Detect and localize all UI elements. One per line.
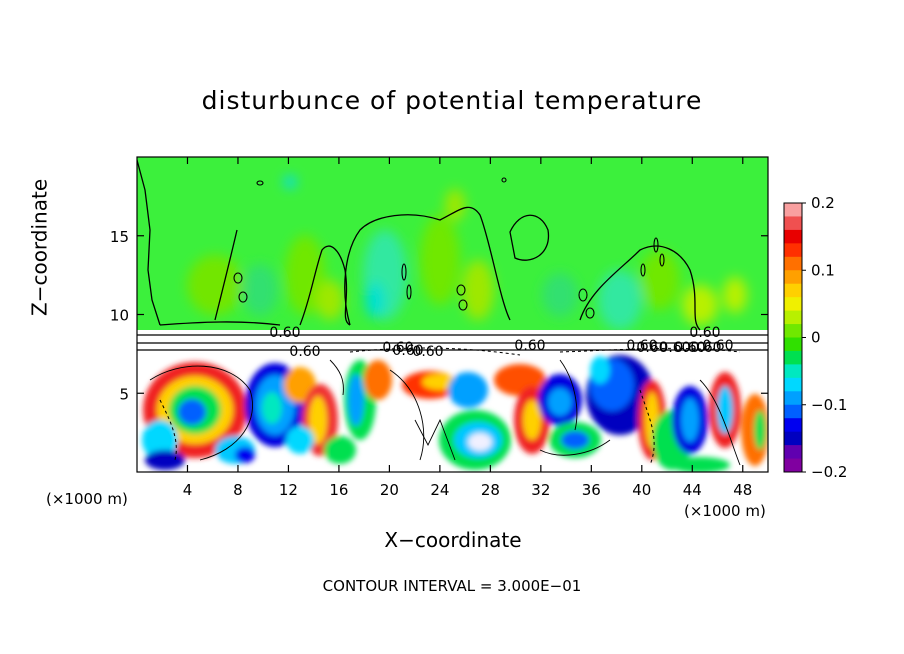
x-axis-ticks: 4 8 12 16 20 24 28 32 36 40 44 48 xyxy=(183,157,752,499)
y-axis-ticks: 5 10 15 xyxy=(110,228,768,403)
colorbar-tick-label: 0.2 xyxy=(811,194,835,212)
y-tick-label: 5 xyxy=(119,385,129,403)
colorbar-swatch xyxy=(784,216,802,231)
x-tick-label: 8 xyxy=(233,481,243,499)
contour-label: 0.60 xyxy=(659,340,690,356)
colorbar-swatch xyxy=(784,324,802,338)
x-tick-label: 40 xyxy=(632,481,651,499)
lower-turbulence xyxy=(142,355,768,472)
colorbar-swatch xyxy=(784,270,802,285)
x-tick-label: 4 xyxy=(183,481,193,499)
upper-variations xyxy=(187,176,747,330)
colorbar: 0.2 0.1 0 −0.1 −0.2 xyxy=(783,194,847,481)
x-tick-label: 12 xyxy=(279,481,298,499)
x-tick-label: 16 xyxy=(329,481,348,499)
y-tick-label: 15 xyxy=(110,228,129,246)
x-tick-label: 44 xyxy=(683,481,702,499)
colorbar-swatch xyxy=(784,203,802,217)
contour-lines xyxy=(137,159,768,351)
colorbar-swatch xyxy=(784,229,802,244)
contour-label: 0.60 xyxy=(392,343,423,359)
x-tick-label: 36 xyxy=(582,481,601,499)
colorbar-swatch xyxy=(784,391,802,406)
x-tick-label: 28 xyxy=(481,481,500,499)
x-axis-label: X−coordinate xyxy=(0,528,904,552)
heatmap-field xyxy=(137,157,768,472)
colorbar-tick-label: −0.2 xyxy=(811,463,847,481)
contour-label: 0.60 xyxy=(412,344,443,360)
contour-label: 0.60 xyxy=(636,340,667,356)
x-axis-label-text: X−coordinate xyxy=(384,528,522,552)
colorbar-swatch xyxy=(784,364,802,379)
small-contour-loops xyxy=(233,177,665,319)
y-tick-label: 10 xyxy=(110,307,129,325)
colorbar-swatch xyxy=(784,350,802,365)
x-unit-left: (×1000 m) xyxy=(46,490,128,508)
dashed-contours xyxy=(159,347,741,466)
colorbar-tick-label: 0 xyxy=(811,329,821,347)
contour-label: 0.60 xyxy=(289,344,320,360)
contour-label: 0.60 xyxy=(674,340,705,356)
colorbar-swatch xyxy=(784,404,802,419)
colorbar-swatch xyxy=(784,445,802,460)
contour-interval-note: CONTOUR INTERVAL = 3.000E−01 xyxy=(322,577,582,595)
colorbar-swatch xyxy=(784,458,802,473)
x-tick-label: 20 xyxy=(380,481,399,499)
colorbar-swatch xyxy=(784,283,802,298)
x-tick-label: 32 xyxy=(531,481,550,499)
colorbar-swatch xyxy=(784,418,802,433)
contour-label: 0.60 xyxy=(514,338,545,354)
colorbar-swatch xyxy=(784,297,802,312)
colorbar-swatch xyxy=(784,310,802,325)
lower-contours xyxy=(149,359,741,466)
colorbar-swatch xyxy=(784,243,802,258)
contour-label: 0.60 xyxy=(269,325,300,341)
colorbar-swatch xyxy=(784,431,802,446)
contour-label-layer: 0.600.60 0.600.600.60 0.60 0.600.600.600.60… xyxy=(269,325,733,360)
contour-label: 0.60 xyxy=(689,325,720,341)
x-tick-label: 24 xyxy=(430,481,449,499)
colorbar-swatch xyxy=(784,256,802,271)
contour-label: 0.60 xyxy=(690,340,721,356)
colorbar-tick-label: 0.1 xyxy=(811,261,835,279)
x-tick-label: 48 xyxy=(733,481,752,499)
contour-label: 0.60 xyxy=(626,338,657,354)
contour-label: 0.60 xyxy=(382,340,413,356)
x-unit-right: (×1000 m) xyxy=(684,502,766,520)
contour-label: 0.60 xyxy=(702,338,733,354)
colorbar-tick-label: −0.1 xyxy=(811,396,847,414)
colorbar-swatch xyxy=(784,377,802,392)
colorbar-swatch xyxy=(784,337,802,352)
chart-title: disturbunce of potential temperature xyxy=(201,86,703,115)
